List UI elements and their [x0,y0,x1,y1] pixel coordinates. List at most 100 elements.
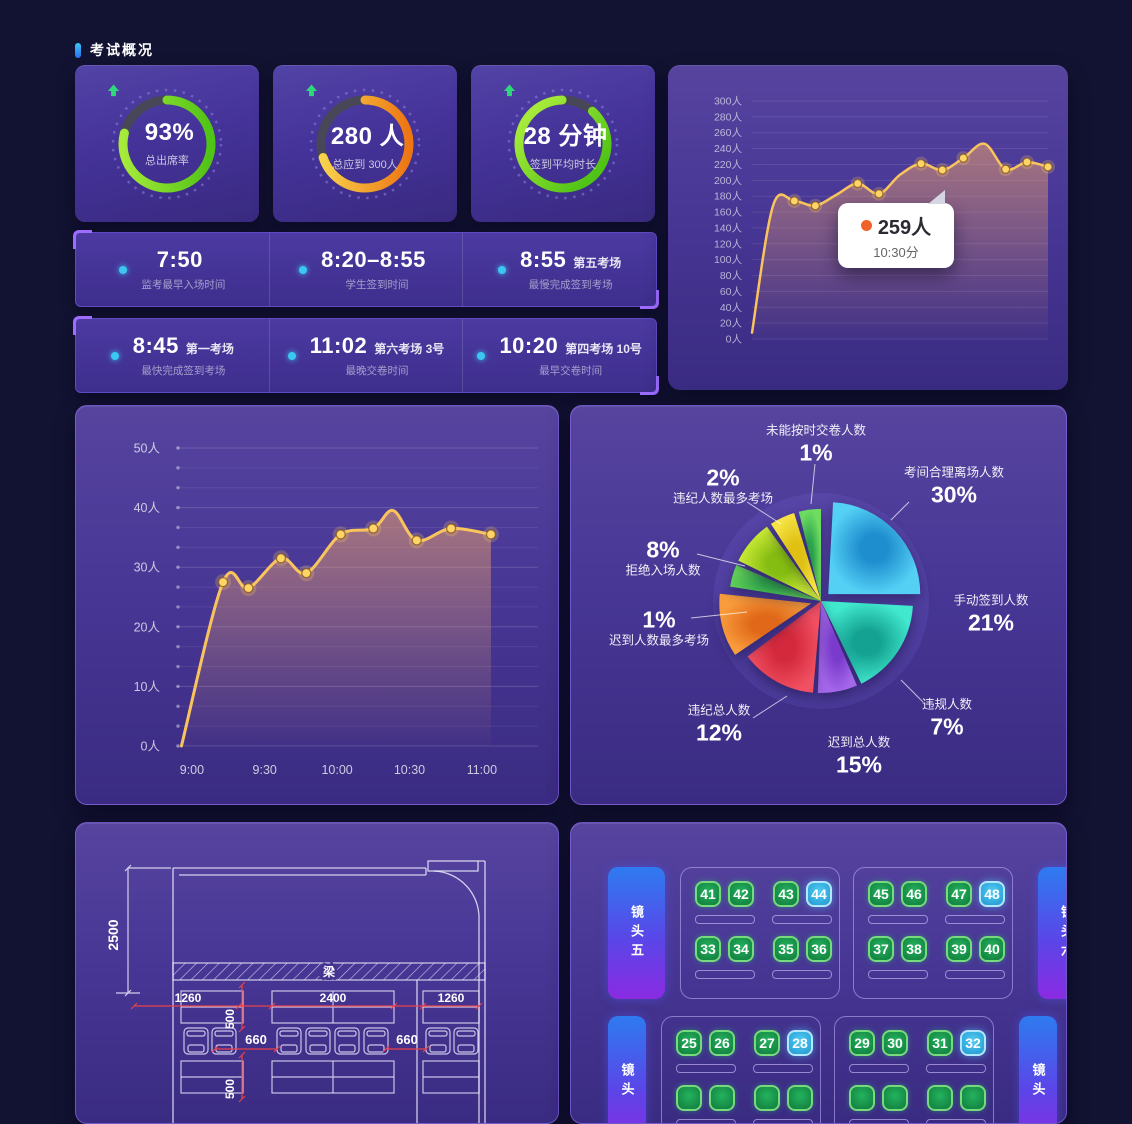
gauge-ring: 93% 总出席率 [107,83,227,204]
svg-text:20人: 20人 [720,318,743,330]
seat[interactable]: 45 [868,881,894,907]
pie-label: 1% 迟到人数最多考场 [609,606,709,649]
stat-label: 最快完成签到考场 [141,365,226,377]
stat-label: 监考最早入场时间 [141,279,226,291]
beam-label: 梁 [322,964,335,979]
floor-plan-panel: 梁 1260 2400 1260 500 [75,822,559,1124]
dimension-labels: 1260 2400 1260 500 500 660 660 2500 [105,919,465,1099]
svg-text:9:30: 9:30 [253,763,277,777]
seat[interactable] [787,1085,813,1111]
camera-pill[interactable]: 镜头五 [608,867,665,999]
svg-text:40人: 40人 [134,501,161,515]
camera-pill-label: 镜头六 [1059,904,1067,962]
pie-slice [817,601,857,693]
pie-chart-svg [690,463,929,719]
seat[interactable] [676,1085,702,1111]
seat[interactable] [882,1085,908,1111]
seat[interactable]: 38 [901,936,927,962]
seat[interactable]: 47 [946,881,972,907]
svg-text:1260: 1260 [175,991,202,1005]
stat-time: 7:50 [156,247,203,272]
stat-time: 8:55 [520,247,567,272]
svg-text:500: 500 [223,1079,237,1099]
svg-text:0人: 0人 [726,334,743,346]
pie-label-pct: 12% [695,719,743,746]
seat[interactable]: 40 [979,936,1005,962]
seat[interactable]: 35 [773,936,799,962]
svg-text:40人: 40人 [720,302,743,314]
seat[interactable]: 31 [927,1030,953,1056]
seat[interactable]: 46 [901,881,927,907]
seat-block: 25 26 27 28 [661,1016,821,1123]
seat[interactable]: 42 [728,881,754,907]
seat[interactable] [927,1085,953,1111]
seat[interactable]: 39 [946,936,972,962]
stat-row-2: 8:45 第一考场 最快完成签到考场 11:02 第六考场 3号 最晚交卷时间 10:20 第… [73,316,659,395]
desk [945,970,1005,979]
desk [772,915,832,924]
svg-text:60人: 60人 [720,286,743,298]
seat[interactable]: 29 [849,1030,875,1056]
seat[interactable] [960,1085,986,1111]
seat[interactable]: 33 [695,936,721,962]
seat-highlighted[interactable]: 44 [806,881,832,907]
seat[interactable]: 27 [754,1030,780,1056]
pie-slice [730,565,821,601]
seat[interactable]: 34 [728,936,754,962]
camera-pill-label: 镜头五 [629,904,644,962]
pie-label: 考间合理离场人数 30% [904,464,1004,507]
seat-highlighted[interactable]: 32 [960,1030,986,1056]
dimension-lines [130,981,483,1103]
pie-slice [738,526,821,601]
svg-text:180人: 180人 [714,191,743,203]
stat-row-1: 7:50 监考最早入场时间 8:20–8:55 学生签到时间 8:55 第五考场 最慢完成签… [73,230,659,309]
section-title: 考试概况 [90,42,154,58]
pie-label-pct: 30% [930,481,978,508]
gauge-label: 签到平均时长 [530,158,596,171]
pie-label-pct: 8% [646,536,680,563]
desk [676,1064,736,1073]
svg-text:120人: 120人 [714,238,743,250]
pie-label-name: 违纪人数最多考场 [672,491,774,506]
gauge-ring-svg [309,88,421,199]
pie-slice [719,593,812,655]
seat[interactable]: 30 [882,1030,908,1056]
seat-highlighted[interactable]: 28 [787,1030,813,1056]
tooltip-series-dot-icon [860,220,872,231]
seat[interactable]: 25 [676,1030,702,1056]
exam-dashboard: { "header": { "title": "考试概况" }, "gauges… [73,42,1068,1124]
seat[interactable]: 36 [806,936,832,962]
camera-pill[interactable]: 镜头 [1019,1016,1057,1123]
line-chart-svg: 0人 10人 20人 30人 40人 50人 9:00 9:30 10:00 10:30 11:00 [134,442,538,777]
seat-highlighted[interactable]: 48 [979,881,1005,907]
pie-label: 2% 违纪人数最多考场 [673,464,773,507]
seat[interactable] [849,1085,875,1111]
chairs [183,1027,479,1055]
bullet-dot-icon [110,351,119,360]
seat[interactable] [754,1085,780,1111]
pie-label: 迟到总人数 15% [828,734,891,777]
seat[interactable] [709,1085,735,1111]
seat[interactable]: 41 [695,881,721,907]
svg-text:1260: 1260 [438,991,465,1005]
stat-suffix: 第一考场 [185,342,234,356]
floor-plan-drawing: 梁 1260 2400 1260 500 [105,860,486,1123]
stat-label: 学生签到时间 [345,279,409,291]
seat[interactable]: 37 [868,936,894,962]
svg-text:2500: 2500 [105,919,121,950]
seat[interactable]: 26 [709,1030,735,1056]
desk [945,915,1005,924]
desk [868,970,928,979]
svg-text:0人: 0人 [141,740,161,754]
gauge-ring: 28 分钟 签到平均时长 [503,83,623,204]
camera-pill[interactable]: 镜头六 [1038,867,1067,999]
seat[interactable]: 43 [773,881,799,907]
svg-text:500: 500 [223,1009,237,1029]
camera-pill[interactable]: 镜头 [608,1016,646,1123]
stat-item: 8:45 第一考场 最快完成签到考场 [76,319,270,392]
seat-row: 25 26 27 28 [676,1030,820,1056]
seat-map: 镜头五 41 42 43 44 33 34 35 36 45 46 47 48 37 38 39 40 镜头六镜头… [608,867,1066,1123]
seat-row [676,1085,820,1111]
seat-row: 45 46 47 48 [868,881,1012,907]
beam-hatch [172,962,486,981]
